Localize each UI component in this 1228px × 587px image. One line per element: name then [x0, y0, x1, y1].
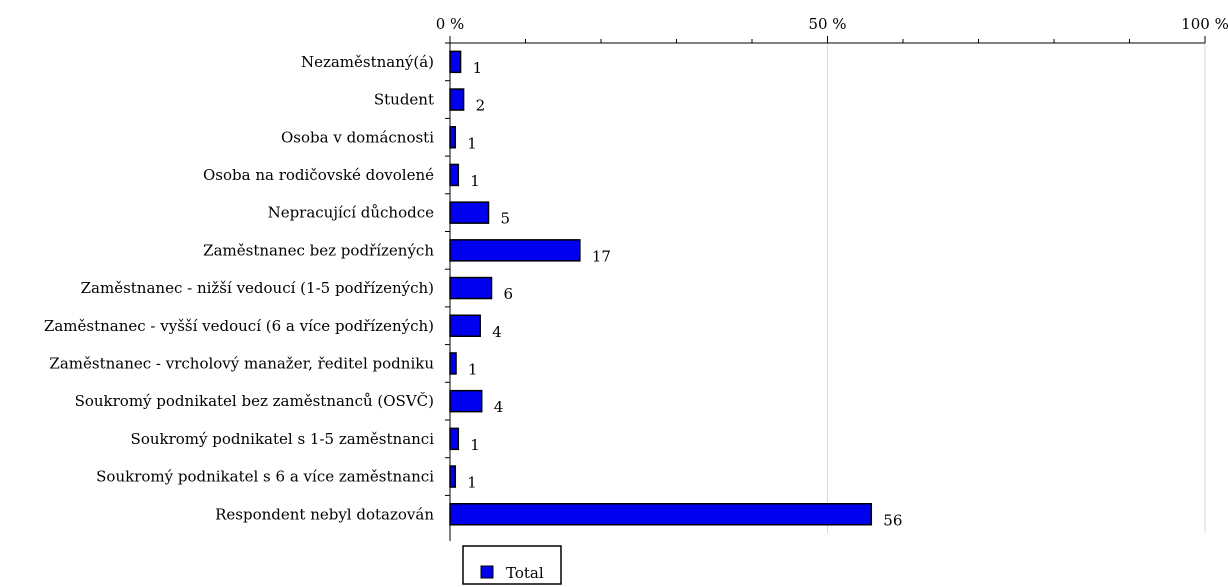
- category-label: Soukromý podnikatel bez zaměstnanců (OSV…: [75, 392, 434, 410]
- value-label: 4: [492, 323, 502, 341]
- category-label: Student: [374, 91, 434, 109]
- bar: [449, 50, 462, 74]
- value-labels: 1 2 1 1 5 17 6 4 1 4 1 1 56: [467, 59, 902, 529]
- category-label: Zaměstnanec bez podřízených: [203, 241, 434, 259]
- value-label: 17: [592, 247, 611, 265]
- bar: [449, 276, 493, 300]
- x-tick-label: 0 %: [436, 15, 465, 33]
- bar: [449, 314, 481, 337]
- value-label: 1: [470, 172, 480, 190]
- value-label: 2: [476, 97, 486, 115]
- legend-swatch: [480, 565, 494, 579]
- category-label: Zaměstnanec - nižší vedoucí (1-5 podříze…: [81, 279, 434, 297]
- legend: Total: [462, 545, 562, 585]
- value-label: 6: [504, 285, 514, 303]
- bar: [449, 503, 873, 526]
- value-label: 1: [473, 59, 483, 77]
- legend-label: Total: [506, 564, 544, 582]
- category-label: Zaměstnanec - vrcholový manažer, ředitel…: [49, 354, 434, 372]
- bar: [449, 88, 465, 111]
- bar: [449, 201, 490, 224]
- category-labels: Nezaměstnaný(á) Student Osoba v domácnosti…: [44, 53, 434, 523]
- category-label: Soukromý podnikatel s 1-5 zaměstnanci: [131, 430, 435, 448]
- gridlines: [827, 43, 1206, 533]
- category-label: Osoba na rodičovské dovolené: [203, 166, 434, 184]
- category-label: Osoba v domácnosti: [281, 128, 434, 146]
- bar: [449, 465, 457, 488]
- category-label: Nepracující důchodce: [268, 204, 435, 222]
- category-label: Respondent nebyl dotazován: [215, 505, 434, 523]
- category-label: Soukromý podnikatel s 6 a více zaměstnan…: [96, 468, 434, 486]
- bar: [449, 427, 460, 451]
- value-label: 5: [501, 210, 511, 228]
- value-label: 1: [467, 474, 477, 492]
- category-label: Zaměstnanec - vyšší vedoucí (6 a více po…: [44, 317, 434, 335]
- category-label: Nezaměstnaný(á): [301, 53, 434, 71]
- bars: [449, 50, 873, 526]
- bar: [449, 352, 457, 375]
- bar: [449, 126, 457, 149]
- value-label: 1: [467, 134, 477, 152]
- bar: [449, 163, 460, 187]
- x-tick-label: 50 %: [808, 15, 846, 33]
- value-label: 1: [470, 436, 480, 454]
- x-tick-label: 100 %: [1181, 15, 1228, 33]
- value-label: 1: [468, 360, 478, 378]
- bar: [449, 239, 581, 262]
- x-axis: 0 % 50 % 100 %: [436, 15, 1228, 541]
- value-label: 56: [883, 511, 902, 529]
- legend-box: [462, 545, 562, 585]
- value-label: 4: [494, 398, 504, 416]
- bar: [449, 389, 483, 413]
